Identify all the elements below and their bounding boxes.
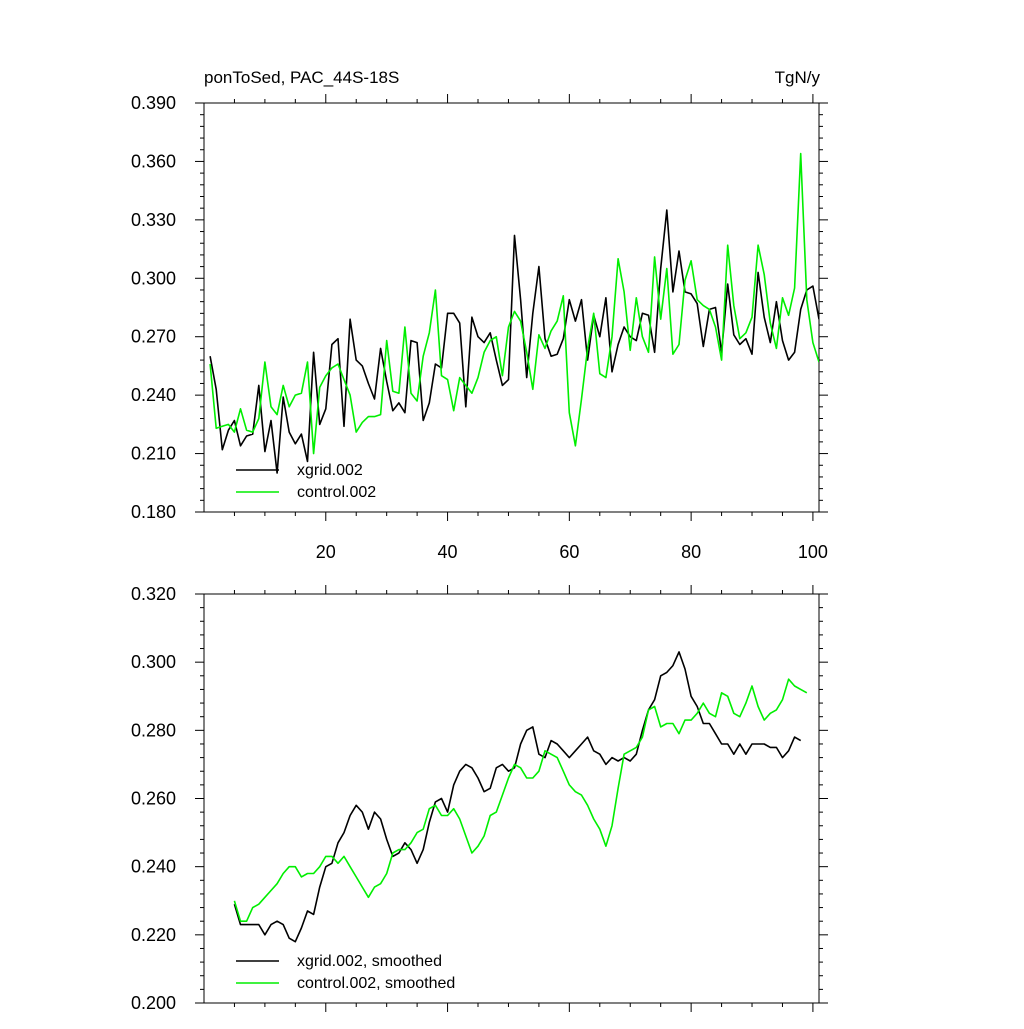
bottom-legend-label: xgrid.002, smoothed — [297, 953, 442, 970]
top-y-tick-label: 0.360 — [131, 151, 176, 171]
top-y-tick-label: 0.300 — [131, 268, 176, 288]
top-x-tick-label: 80 — [681, 542, 701, 562]
top-y-tick-label: 0.330 — [131, 210, 176, 230]
bottom-y-tick-label: 0.320 — [131, 584, 176, 604]
top-y-tick-label: 0.180 — [131, 502, 176, 522]
bottom-plot-frame — [203, 593, 820, 1004]
bottom-y-tick-label: 0.200 — [131, 993, 176, 1013]
top-y-tick-label: 0.240 — [131, 385, 176, 405]
top-plot-frame — [203, 102, 820, 513]
top-panel-units: TgN/y — [775, 68, 821, 87]
top-series-line-xgrid — [209, 209, 819, 474]
bottom-legend-label: control.002, smoothed — [297, 975, 455, 992]
top-x-tick-label: 20 — [316, 542, 336, 562]
bottom-series-line-xgrid — [233, 651, 802, 943]
top-x-tick-label: 40 — [438, 542, 458, 562]
top-legend-label: control.002 — [297, 484, 376, 501]
bottom-y-tick-label: 0.220 — [131, 925, 176, 945]
bottom-panel: 0.200 0.220 0.240 0.260 0.280 0.300 0.320 xgrid… — [131, 584, 828, 1013]
bottom-y-tick-label: 0.300 — [131, 652, 176, 672]
top-panel: ponToSed, PAC_44S-18S TgN/y 20 40 60 80 100 0… — [131, 68, 828, 562]
bottom-series-line-control — [233, 678, 808, 923]
top-x-tick-label: 100 — [798, 542, 828, 562]
bottom-y-tick-label: 0.280 — [131, 720, 176, 740]
bottom-y-tick-label: 0.240 — [131, 857, 176, 877]
top-panel-title: ponToSed, PAC_44S-18S — [204, 68, 399, 87]
top-legend-label: xgrid.002 — [297, 462, 363, 479]
bottom-y-tick-label: 0.260 — [131, 789, 176, 809]
top-y-tick-label: 0.270 — [131, 327, 176, 347]
top-series-line-control — [209, 152, 819, 455]
top-x-tick-label: 60 — [559, 542, 579, 562]
top-y-tick-label: 0.210 — [131, 444, 176, 464]
top-y-tick-label: 0.390 — [131, 93, 176, 113]
